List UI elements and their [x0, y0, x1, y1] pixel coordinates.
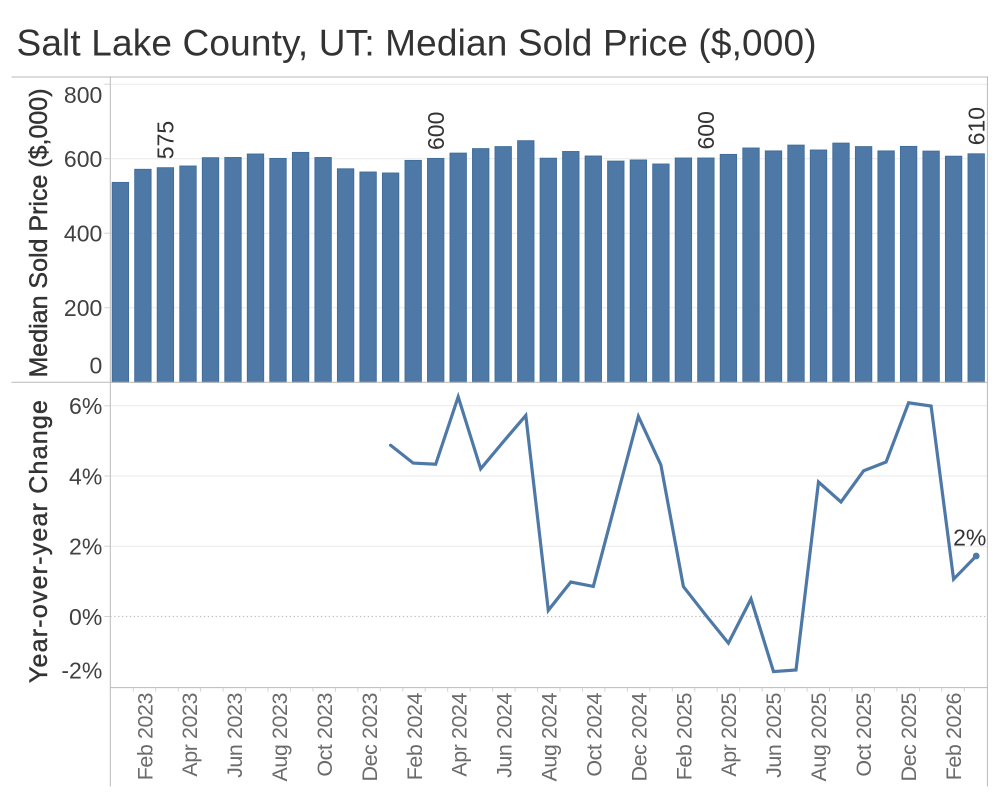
- svg-text:800: 800: [64, 82, 102, 108]
- svg-text:0: 0: [90, 353, 103, 379]
- svg-text:600: 600: [423, 112, 449, 150]
- svg-text:Feb 2026: Feb 2026: [942, 693, 966, 781]
- svg-text:400: 400: [64, 221, 102, 247]
- svg-text:610: 610: [964, 107, 990, 145]
- svg-text:Year-over-year Change: Year-over-year Change: [25, 399, 53, 683]
- svg-text:Apr 2023: Apr 2023: [178, 693, 202, 777]
- svg-text:Aug 2024: Aug 2024: [538, 693, 562, 782]
- svg-text:0%: 0%: [69, 604, 102, 630]
- svg-text:Jun 2023: Jun 2023: [223, 693, 247, 778]
- svg-text:Oct 2024: Oct 2024: [583, 693, 607, 777]
- svg-text:Aug 2023: Aug 2023: [268, 693, 292, 782]
- svg-text:Jun 2025: Jun 2025: [762, 693, 786, 778]
- svg-text:575: 575: [153, 121, 179, 159]
- svg-text:600: 600: [64, 146, 102, 172]
- svg-text:Jun 2024: Jun 2024: [493, 693, 517, 778]
- svg-text:Aug 2025: Aug 2025: [807, 693, 831, 782]
- svg-text:Oct 2025: Oct 2025: [852, 693, 876, 777]
- svg-text:2%: 2%: [69, 534, 102, 560]
- svg-text:Oct 2023: Oct 2023: [313, 693, 337, 777]
- svg-text:Dec 2024: Dec 2024: [627, 693, 651, 782]
- svg-text:Feb 2023: Feb 2023: [133, 693, 157, 781]
- svg-text:6%: 6%: [69, 393, 102, 419]
- svg-text:-2%: -2%: [61, 658, 102, 684]
- svg-text:600: 600: [693, 111, 719, 149]
- svg-text:Apr 2024: Apr 2024: [448, 693, 472, 777]
- svg-text:4%: 4%: [69, 463, 102, 489]
- svg-text:2%: 2%: [953, 524, 986, 550]
- svg-text:Feb 2025: Feb 2025: [672, 693, 696, 781]
- svg-text:Feb 2024: Feb 2024: [403, 693, 427, 781]
- svg-text:Apr 2025: Apr 2025: [717, 693, 741, 777]
- svg-text:Salt Lake County, UT: Median S: Salt Lake County, UT: Median Sold Price …: [17, 23, 817, 64]
- svg-text:Dec 2023: Dec 2023: [358, 693, 382, 782]
- svg-text:Median Sold Price ($,000): Median Sold Price ($,000): [25, 88, 53, 377]
- svg-text:200: 200: [64, 295, 102, 321]
- svg-text:Dec 2025: Dec 2025: [897, 693, 921, 782]
